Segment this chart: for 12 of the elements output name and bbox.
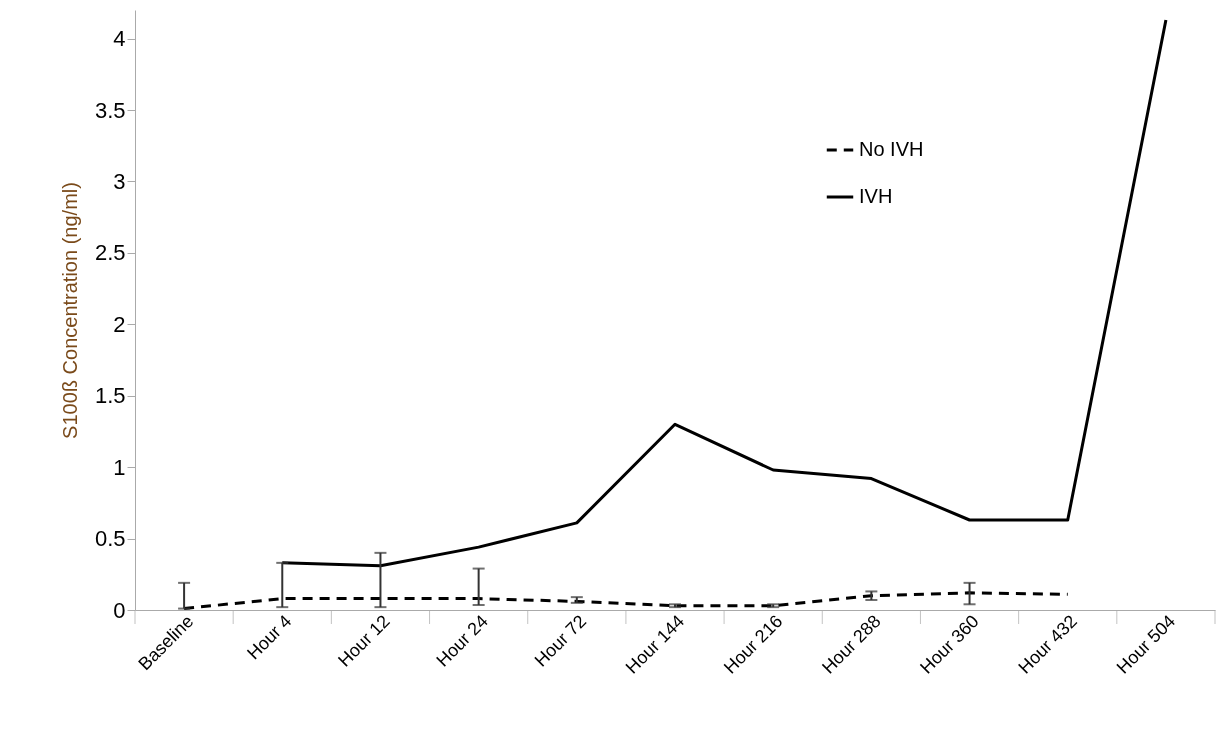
y-tick-label: 3.5 <box>94 97 126 123</box>
y-tick-label: 3 <box>113 168 126 194</box>
y-tick-label: 0 <box>113 597 126 623</box>
y-tick-label: 1.5 <box>94 383 126 409</box>
y-tick-label: 2.5 <box>94 240 126 266</box>
y-axis-title: S100ß Concentration (ng/ml) <box>58 182 81 439</box>
y-tick-label: 4 <box>113 26 126 52</box>
legend-label: No IVH <box>859 138 924 160</box>
y-tick-label: 2 <box>113 311 126 337</box>
y-tick-label: 0.5 <box>94 526 126 552</box>
y-tick-label: 1 <box>113 454 126 480</box>
legend-label: IVH <box>859 185 893 207</box>
